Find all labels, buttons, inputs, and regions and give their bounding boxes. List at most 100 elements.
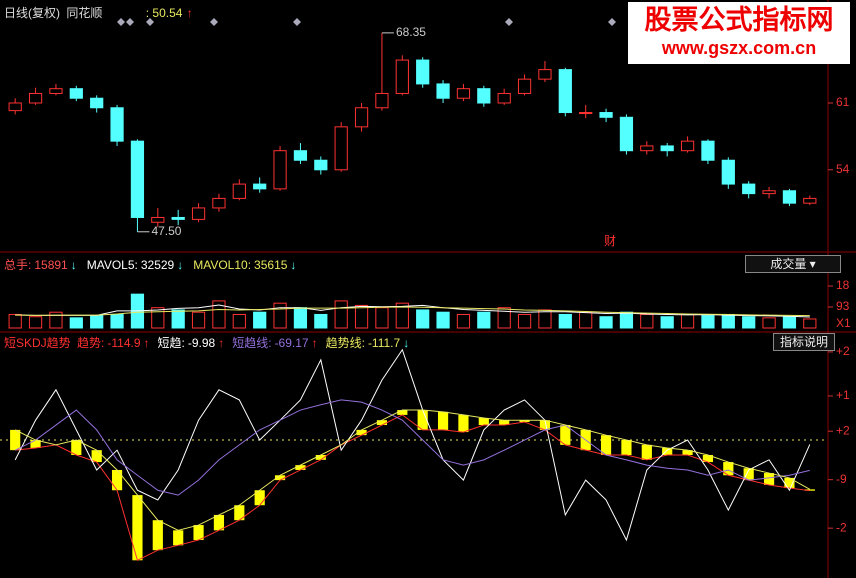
volume-bar	[782, 316, 797, 329]
legend-arrow: ↓	[177, 258, 184, 272]
volume-bar	[742, 316, 756, 329]
readout-arrow: ↑	[186, 6, 193, 20]
watermark-title: 股票公式指标网	[644, 5, 834, 35]
legend-label: 总手:	[4, 258, 32, 272]
legend-label: MAVOL10:	[193, 258, 252, 272]
legend-value: -114.9	[107, 336, 141, 350]
legend-value: -69.17	[274, 336, 309, 350]
candle-body	[8, 102, 22, 112]
candle-body	[232, 183, 246, 199]
trend-bar	[10, 429, 21, 451]
y-tick-label: 54	[836, 162, 850, 176]
candle-body	[334, 126, 348, 171]
trend-bar	[397, 410, 408, 415]
volume-bar	[8, 313, 22, 329]
volume-bar	[28, 316, 43, 329]
trend-bar	[662, 447, 673, 455]
indicator-header: 短SKDJ趋势 趋势: -114.9 ↑ 短趋: -9.98 ↑ 短趋线: -69.17 ↑ 趋势…	[4, 334, 417, 351]
candle-body	[110, 107, 124, 142]
legend-value: 32529	[140, 258, 175, 272]
trend-bar	[682, 450, 693, 455]
trend-bar	[173, 530, 184, 546]
volume-bar	[334, 300, 348, 329]
candle-body	[90, 97, 104, 109]
volume-bar	[416, 309, 430, 329]
trend-bar	[723, 462, 734, 476]
volume-bar	[517, 313, 532, 329]
watermark-url: www.gszx.com.cn	[661, 38, 817, 58]
legend-arrow: ↑	[311, 336, 318, 350]
trend-bar	[458, 414, 469, 433]
price-header: 日线(复权) 同花顺 : 50.54 ↑	[4, 4, 196, 21]
candle-body	[171, 216, 185, 220]
volume-bar	[395, 302, 409, 329]
candle-body	[701, 140, 715, 161]
trend-bar	[376, 420, 388, 426]
volume-bar	[558, 313, 572, 329]
trend-bar	[437, 411, 449, 430]
indicator-line	[14, 348, 811, 542]
trend-bar	[295, 465, 306, 470]
trend-bar	[274, 475, 286, 481]
y-tick-label: 18	[836, 278, 850, 292]
trend-bar	[804, 489, 815, 491]
candle-body	[803, 197, 817, 204]
volume-bar	[579, 311, 593, 329]
candle-body	[640, 145, 654, 152]
volume-bar	[599, 316, 613, 329]
volume-bar	[497, 307, 511, 329]
indicator-selector[interactable]: 成交量 ▾	[745, 255, 841, 273]
volume-bar	[803, 318, 817, 329]
help-button[interactable]: 指标说明	[773, 333, 835, 351]
trend-bar	[315, 455, 326, 460]
volume-unit: X1	[836, 316, 851, 330]
y-tick-label: +2	[836, 344, 850, 358]
legend-arrow: ↑	[143, 336, 150, 350]
legend-arrow: ↑	[218, 336, 225, 350]
volume-bar	[456, 313, 471, 329]
volume-bar	[436, 311, 450, 329]
y-tick-label: +1	[836, 388, 850, 402]
trend-bar	[417, 410, 428, 430]
candle-body	[375, 92, 389, 109]
volume-bar	[69, 317, 83, 329]
trend-bar	[560, 425, 571, 445]
volume-bar	[477, 311, 491, 329]
legend-label: 短趋线:	[232, 336, 272, 350]
candle-body	[212, 197, 226, 209]
trend-bar	[784, 477, 795, 489]
candle-body	[456, 88, 471, 99]
legend-value: 15891	[34, 258, 68, 272]
trend-bar	[111, 469, 123, 491]
legend-value: -111.7	[367, 336, 401, 350]
legend-arrow: ↓	[70, 258, 77, 272]
candle-body	[762, 190, 776, 195]
markers	[117, 18, 616, 26]
trend-bar	[600, 435, 612, 455]
trend-bar	[193, 525, 204, 541]
candle-body	[436, 83, 450, 99]
volume-bar	[90, 315, 104, 329]
volume-bar	[640, 313, 654, 329]
volume-bar	[314, 313, 328, 329]
trend-bar	[30, 440, 41, 448]
ma-line	[15, 306, 810, 317]
volume-bar	[721, 313, 735, 329]
candle-body	[517, 78, 532, 94]
volume-header: 总手: 15891 ↓ MAVOL5: 32529 ↓ MAVOL10: 35615 ↓	[4, 256, 306, 273]
legend-value: -9.98	[187, 336, 216, 350]
legend-arrow: ↓	[403, 336, 410, 350]
volume-bar	[701, 315, 715, 329]
candle-body	[253, 183, 267, 190]
ma-line	[15, 304, 810, 318]
volume-bar	[680, 313, 695, 329]
title: 日线(复权)	[4, 6, 60, 20]
volume-bar	[232, 313, 246, 329]
trend-bar	[132, 495, 143, 561]
y-tick-label: -2	[836, 520, 847, 534]
annotation-label: 47.50	[151, 224, 181, 238]
volume-bar	[762, 317, 776, 329]
candle-body	[69, 88, 83, 99]
y-tick-label: +2	[836, 423, 850, 437]
